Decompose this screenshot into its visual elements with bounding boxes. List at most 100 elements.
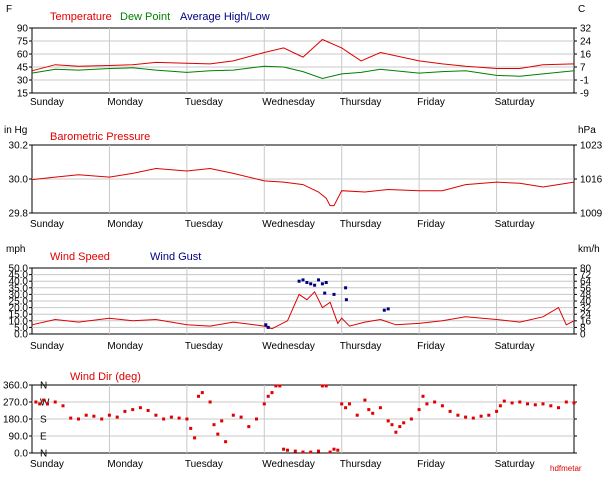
point-wind-dir-deg- [220, 419, 224, 423]
point-wind-dir-deg- [456, 413, 460, 417]
point-wind-dir-deg- [495, 409, 499, 413]
point-wind-gust [264, 323, 268, 327]
point-wind-gust [344, 298, 348, 302]
left-tick-label: 25.0 [9, 297, 29, 308]
point-wind-dir-deg- [448, 409, 452, 413]
point-wind-dir-deg- [557, 406, 560, 410]
point-wind-dir-deg- [38, 402, 42, 406]
right-tick-label: 1016 [580, 175, 603, 186]
left-tick-label: 60 [17, 50, 29, 61]
left-tick-label: 50.0 [9, 264, 29, 275]
right-tick-label: 80 [580, 264, 592, 275]
right-unit-label: km/h [578, 244, 600, 255]
right-tick-label: E [40, 432, 47, 443]
right-tick-label: 7 [580, 63, 586, 74]
legend-wind-dir-deg-: Wind Dir (deg) [70, 371, 141, 383]
point-wind-dir-deg- [394, 430, 398, 434]
point-wind-dir-deg- [317, 449, 320, 453]
point-wind-dir-deg- [471, 416, 475, 420]
left-tick-label: 5.0 [14, 323, 28, 334]
point-wind-dir-deg- [216, 432, 220, 436]
point-wind-dir-deg- [162, 417, 166, 421]
point-wind-dir-deg- [208, 400, 212, 404]
day-label-wednesday: Wednesday [262, 341, 315, 352]
day-label-thursday: Thursday [340, 219, 382, 230]
point-wind-gust [313, 283, 317, 287]
series-line-wind-speed [31, 290, 575, 330]
left-unit-label: mph [6, 244, 25, 255]
day-label-wednesday: Wednesday [262, 219, 315, 230]
right-unit-label: hPa [578, 125, 596, 136]
right-tick-label: 40 [580, 297, 592, 308]
right-tick-label: S [40, 415, 47, 426]
point-wind-dir-deg- [282, 447, 286, 451]
day-label-saturday: Saturday [495, 341, 535, 352]
panel-pressure: 30.2 30.0 29.8 1023 1016 1009 in Hg hPa Barometr… [4, 125, 603, 230]
point-wind-dir-deg- [533, 403, 537, 407]
point-wind-gust [301, 278, 305, 282]
point-wind-dir-deg- [61, 404, 65, 408]
point-wind-dir-deg- [526, 402, 529, 406]
day-label-friday: Friday [417, 219, 445, 230]
legend-dew-point: Dew Point [120, 11, 170, 23]
point-wind-dir-deg- [425, 402, 429, 406]
point-wind-dir-deg- [115, 415, 119, 419]
left-tick-label: 15.0 [9, 310, 29, 321]
day-label-monday: Monday [107, 459, 143, 470]
point-wind-dir-deg- [197, 394, 200, 398]
left-tick-label: 75 [17, 37, 29, 48]
left-unit-label: in Hg [4, 125, 27, 136]
point-wind-dir-deg- [293, 449, 297, 453]
left-tick-label: 30.0 [9, 290, 29, 301]
left-tick-label: 360.0 [3, 381, 28, 392]
right-tick-label: 16 [580, 316, 592, 327]
day-label-saturday: Saturday [495, 459, 535, 470]
right-tick-label: N [40, 449, 47, 460]
right-tick-label: 32 [580, 24, 592, 35]
left-tick-label: 0.0 [14, 449, 28, 460]
point-wind-dir-deg- [224, 440, 228, 444]
point-wind-dir-deg- [200, 391, 204, 395]
point-wind-dir-deg- [549, 404, 553, 408]
point-wind-dir-deg- [421, 394, 425, 398]
series-line-dew-point [31, 65, 575, 80]
left-tick-label: 180.0 [3, 415, 28, 426]
point-wind-dir-deg- [212, 423, 216, 427]
series-line-barometric-pressure [31, 167, 575, 207]
left-tick-label: 10.0 [9, 316, 29, 327]
day-label-saturday: Saturday [495, 219, 535, 230]
day-label-monday: Monday [107, 97, 143, 108]
point-wind-gust [382, 308, 386, 312]
left-tick-label: 45.0 [9, 270, 29, 281]
right-tick-label: 24 [580, 37, 592, 48]
panel-temperature: 90 75 60 45 30 15 32 24 16 7 -1 -9 F C Temperature Dew … [6, 4, 592, 108]
series-line-temperature [31, 38, 575, 72]
point-wind-dir-deg- [440, 404, 444, 408]
day-label-monday: Monday [107, 219, 143, 230]
left-tick-label: 270.0 [3, 398, 28, 409]
day-label-wednesday: Wednesday [262, 459, 315, 470]
point-wind-dir-deg- [367, 408, 371, 412]
point-wind-dir-deg- [332, 447, 336, 451]
left-tick-label: 15 [17, 89, 29, 100]
legend-wind-speed: Wind Speed [50, 251, 110, 263]
day-label-thursday: Thursday [340, 341, 382, 352]
legend-barometric-pressure: Barometric Pressure [50, 131, 150, 143]
point-wind-dir-deg- [146, 409, 150, 412]
day-label-sunday: Sunday [30, 219, 64, 230]
point-wind-gust [320, 282, 324, 286]
point-wind-gust [317, 278, 320, 282]
point-wind-dir-deg- [53, 400, 57, 404]
day-label-thursday: Thursday [340, 459, 382, 470]
point-wind-dir-deg- [138, 406, 142, 410]
point-wind-dir-deg- [498, 404, 502, 408]
right-tick-label: 56 [580, 283, 592, 294]
point-wind-dir-deg- [266, 394, 270, 398]
point-wind-gust [266, 325, 270, 329]
point-wind-dir-deg- [274, 384, 278, 388]
right-tick-label: W [40, 398, 50, 409]
right-tick-label: N [40, 381, 47, 392]
point-wind-dir-deg- [348, 402, 351, 406]
